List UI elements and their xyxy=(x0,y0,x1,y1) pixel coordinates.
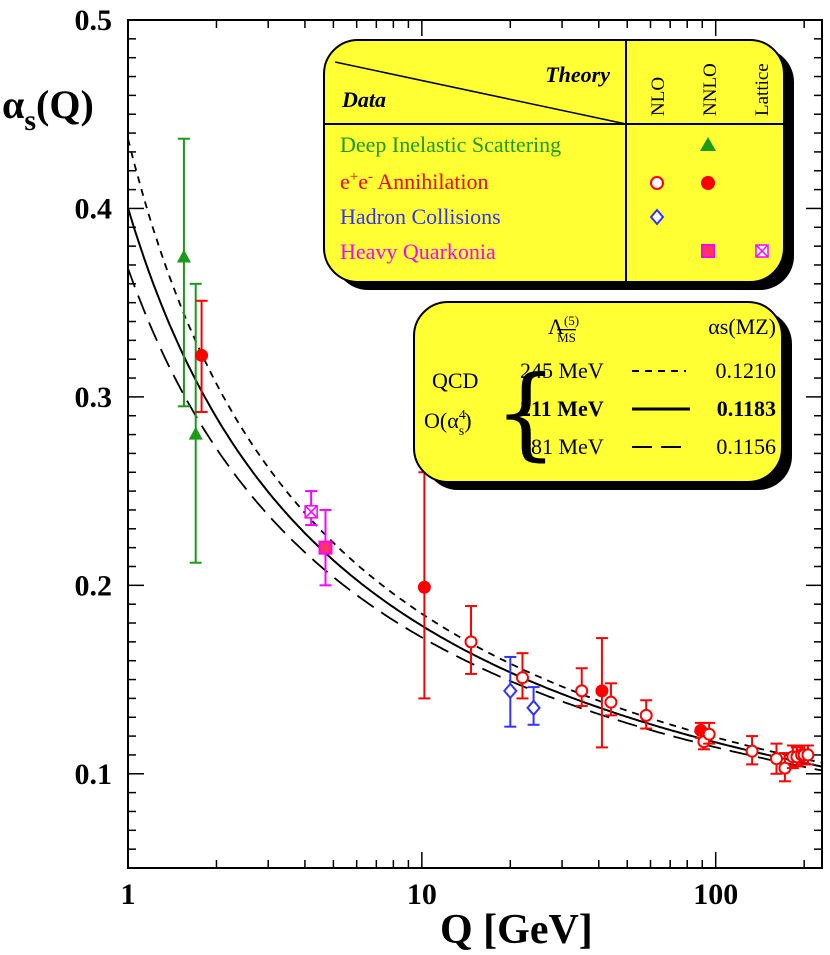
legend-box-background xyxy=(323,39,785,283)
marker-circle-filled xyxy=(195,348,209,362)
qcd-alpha-header: αs(MZ) xyxy=(708,314,776,339)
qcd-entry-245-lambda: 245 MeV xyxy=(520,358,604,383)
legend-marker-dis-nnlo xyxy=(700,137,716,151)
qcd-label: QCD xyxy=(432,368,478,393)
marker-circle-open xyxy=(801,748,815,762)
legend-row-quarkonia: Heavy Quarkonia xyxy=(340,239,496,264)
qcd-entry-211-lambda: 211 MeV xyxy=(520,396,604,421)
data-point-hadron xyxy=(526,686,541,726)
data-point-quarkonia xyxy=(304,490,318,527)
data-point-ee xyxy=(464,605,478,675)
legend-row-dis: Deep Inelastic Scattering xyxy=(340,132,561,157)
qcd-entry-245-alpha: 0.1210 xyxy=(716,358,777,383)
axis-tick-labels: 1 10 100 0.1 0.2 0.3 0.4 0.5 xyxy=(75,4,739,911)
legend-col-nlo: NLO xyxy=(648,77,669,116)
marker-circle-open xyxy=(575,684,589,698)
qcd-entry-211-alpha: 0.1183 xyxy=(717,396,776,421)
data-point-ee xyxy=(745,735,759,766)
legend-marker-hadron-nlo xyxy=(649,208,665,226)
qcd-entry-181-lambda: 181 MeV xyxy=(520,434,604,459)
marker-triangle xyxy=(176,249,191,263)
data-point-ee xyxy=(702,721,716,745)
x-tick-label: 100 xyxy=(693,878,738,911)
marker-circle-open xyxy=(769,752,783,766)
y-tick-label: 0.4 xyxy=(75,192,113,225)
marker-diamond xyxy=(526,699,541,717)
legend-data-label: Data xyxy=(341,87,386,112)
qcd-box-background xyxy=(413,301,783,483)
data-point-ee xyxy=(515,652,529,700)
marker-cross-b xyxy=(304,505,318,519)
legend-marker-ee-nnlo xyxy=(701,176,715,190)
qcd-brace: { xyxy=(494,354,558,471)
legend-col-lattice: Lattice xyxy=(752,63,773,116)
qcd-order-label: O(α4 s) xyxy=(424,408,472,439)
legend-row-hadron: Hadron Collisions xyxy=(340,204,501,229)
axis-ticks xyxy=(127,19,822,869)
x-tick-label: 1 xyxy=(121,878,136,911)
legend-theory-label: Theory xyxy=(545,62,610,87)
marker-circle-filled xyxy=(595,684,609,698)
legend-marker-quarkonia-lattice xyxy=(755,244,769,258)
data-point-ee xyxy=(769,742,783,775)
data-point-dis xyxy=(176,137,191,408)
x-tick-label: 10 xyxy=(407,878,437,911)
y-tick-label: 0.1 xyxy=(75,758,113,791)
data-points xyxy=(176,137,815,783)
y-tick-label: 0.5 xyxy=(75,4,113,37)
curve-short-dashed xyxy=(127,138,823,764)
marker-circle-open xyxy=(515,671,529,685)
data-point-quarkonia xyxy=(318,508,333,587)
data-point-ee xyxy=(639,699,653,730)
marker-circle-open xyxy=(745,744,759,758)
marker-circle-open xyxy=(639,708,653,722)
legend-marker-quarkonia-nnlo xyxy=(701,244,715,258)
y-tick-label: 0.2 xyxy=(75,569,113,602)
x-axis-title: Q [GeV] xyxy=(440,907,593,953)
marker-circle-open xyxy=(604,695,618,709)
plot-frame xyxy=(127,19,823,869)
data-point-ee xyxy=(195,299,209,413)
y-axis-title: αs(Q) xyxy=(2,82,94,137)
marker-circle-open xyxy=(464,635,478,649)
data-point-hadron xyxy=(502,655,518,728)
marker-square-filled xyxy=(318,540,333,555)
data-point-ee xyxy=(575,667,589,707)
data-point-ee xyxy=(595,637,609,749)
qcd-entry-181-alpha: 0.1156 xyxy=(716,434,776,459)
data-point-dis xyxy=(188,282,203,564)
marker-diamond xyxy=(502,682,518,700)
legend-col-nnlo: NNLO xyxy=(700,63,721,116)
data-point-ee xyxy=(417,471,431,700)
marker-circle-filled xyxy=(417,580,431,594)
legend-box: Theory Data NLO NNLO Lattice Deep Inelas… xyxy=(323,39,794,290)
data-point-ee xyxy=(801,744,815,766)
legend-marker-ee-nlo xyxy=(650,176,664,190)
data-point-ee xyxy=(604,682,618,717)
marker-triangle xyxy=(188,426,203,440)
legend-row-ee: e+e- Annihilation xyxy=(340,169,489,194)
marker-circle-open xyxy=(702,727,716,741)
y-tick-label: 0.3 xyxy=(75,381,113,414)
qcd-lambda-header: Λ(5) MS xyxy=(548,313,579,345)
qcd-box: Λ(5) MS αs(MZ) QCD O(α4 s) { 245 MeV 0.121… xyxy=(413,301,792,490)
